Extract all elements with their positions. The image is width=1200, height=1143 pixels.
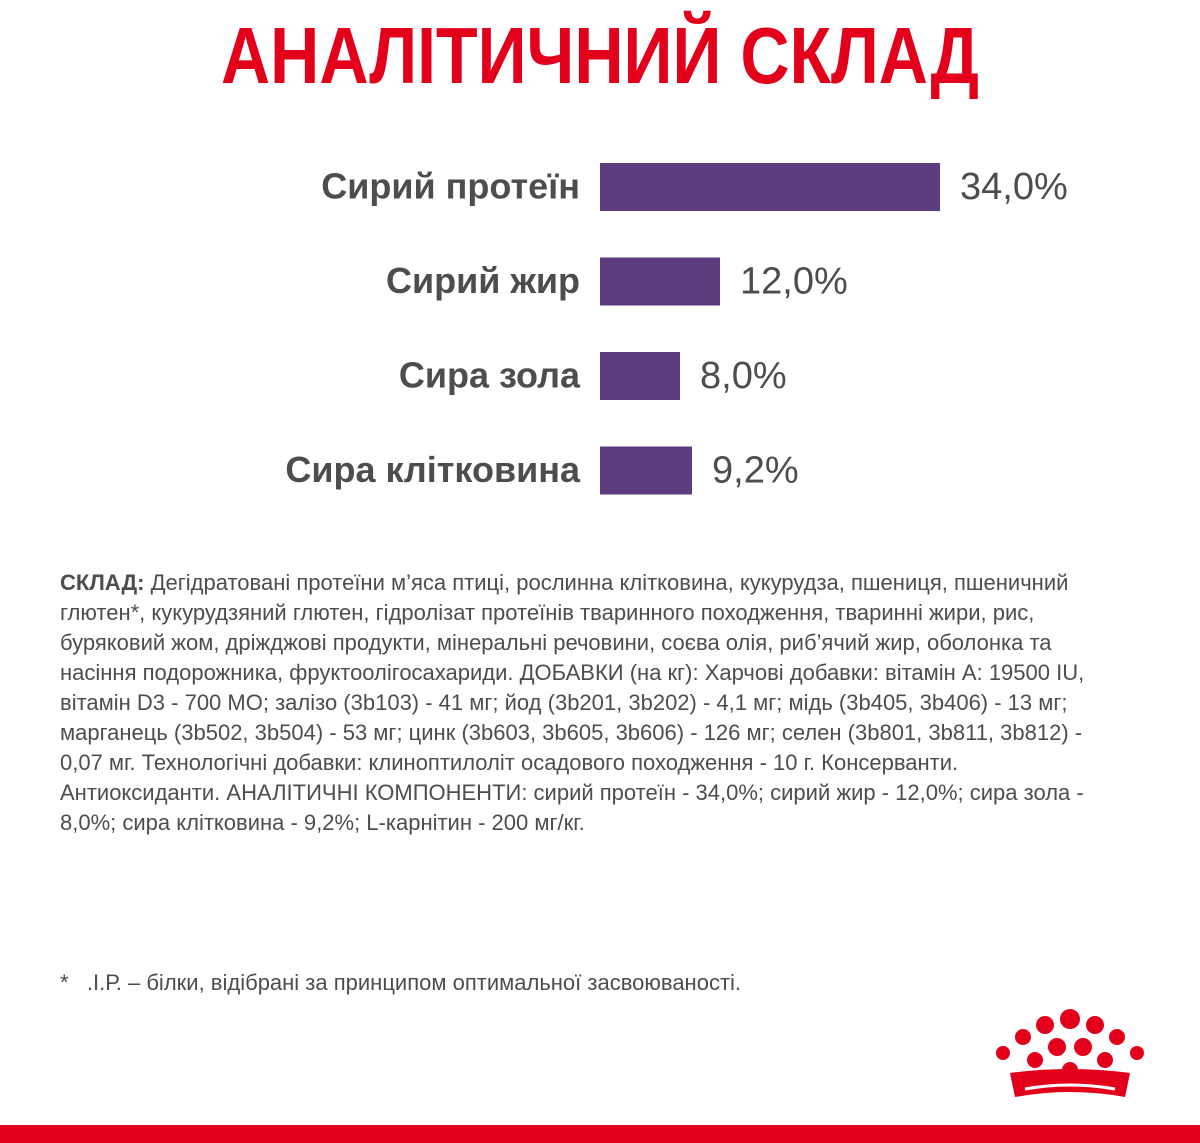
composition-text: Дегідратовані протеїни м’яса птиці, росл… bbox=[60, 570, 1085, 835]
value-label: 34,0% bbox=[960, 166, 1068, 208]
category-label: Сирий протеїн bbox=[321, 166, 580, 207]
bar bbox=[600, 446, 692, 495]
bar bbox=[600, 163, 940, 211]
chart: АНАЛІТИЧНИЙ СКЛАД Сирий протеїн 34,0% Сири… bbox=[221, 10, 1068, 495]
logo bbox=[996, 1009, 1144, 1097]
bar bbox=[600, 257, 720, 306]
bar bbox=[600, 352, 680, 400]
category-label: Сира зола bbox=[399, 355, 581, 396]
chart-title: АНАЛІТИЧНИЙ СКЛАД bbox=[221, 10, 979, 100]
value-label: 8,0% bbox=[700, 355, 787, 397]
value-label: 12,0% bbox=[740, 261, 848, 303]
category-label: Сирий жир bbox=[386, 260, 580, 301]
composition: СКЛАД: Дегідратовані протеїни м’яса птиц… bbox=[60, 568, 1120, 838]
footnote: * .І.Р. – білки, відібрані за принципом … bbox=[60, 970, 742, 995]
value-label: 9,2% bbox=[712, 450, 799, 492]
bottom-bar bbox=[0, 1125, 1200, 1143]
composition-label: СКЛАД: bbox=[60, 570, 145, 595]
category-label: Сира клітковина bbox=[285, 449, 581, 490]
